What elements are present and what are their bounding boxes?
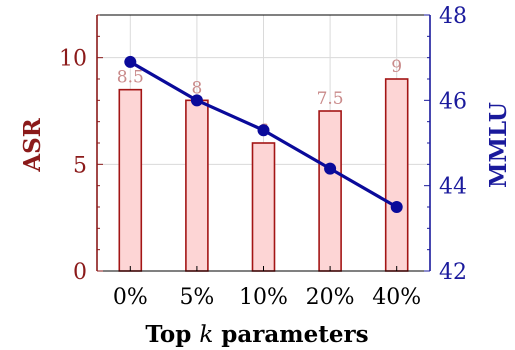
- x-axis-label: Top k parameters: [145, 321, 368, 348]
- mmlu-line-series: [124, 55, 403, 213]
- asr-bar-value-label: 8.5: [117, 68, 144, 88]
- y-right-tick-label: 48: [439, 4, 467, 29]
- mmlu-point: [190, 94, 203, 107]
- x-axis-label-prefix: Top: [145, 321, 199, 348]
- asr-bar: [384, 78, 409, 272]
- y-left-tick-label: 10: [59, 47, 87, 72]
- asr-bar: [251, 142, 276, 272]
- y-right-tick-label: 46: [439, 89, 467, 114]
- asr-bar-value-label: 9: [391, 57, 402, 77]
- x-axis-label-suffix: parameters: [213, 321, 368, 348]
- y-right-tick-label: 42: [439, 260, 467, 285]
- mmlu-point: [124, 55, 137, 68]
- y-left-tick-label: 5: [73, 153, 87, 178]
- x-tick-label: 0%: [113, 285, 148, 310]
- asr-bar-value-label: 8: [191, 78, 202, 98]
- mmlu-point: [324, 162, 337, 175]
- y-left-tick-label: 0: [73, 260, 87, 285]
- x-tick-label: 5%: [179, 285, 214, 310]
- y-axis-left-label: ASR: [19, 117, 46, 172]
- axes: [96, 14, 431, 272]
- asr-bar: [318, 110, 342, 272]
- asr-bar-value-label: 7.5: [317, 89, 344, 109]
- y-right-tick-label: 44: [439, 175, 467, 200]
- mmlu-point: [390, 201, 403, 213]
- x-tick-label: 20%: [306, 285, 355, 310]
- asr-bar: [185, 99, 209, 272]
- mmlu-point: [257, 124, 270, 137]
- x-tick-label: 40%: [372, 285, 421, 310]
- x-axis-label-variable: k: [199, 322, 213, 348]
- x-tick-label: 10%: [239, 285, 288, 310]
- y-axis-right-label: MMLU: [485, 102, 512, 188]
- tick-labels: 0 5 10 42 44 46 48 0% 5% 10% 20% 40%: [59, 4, 467, 310]
- asr-bar: [118, 88, 143, 272]
